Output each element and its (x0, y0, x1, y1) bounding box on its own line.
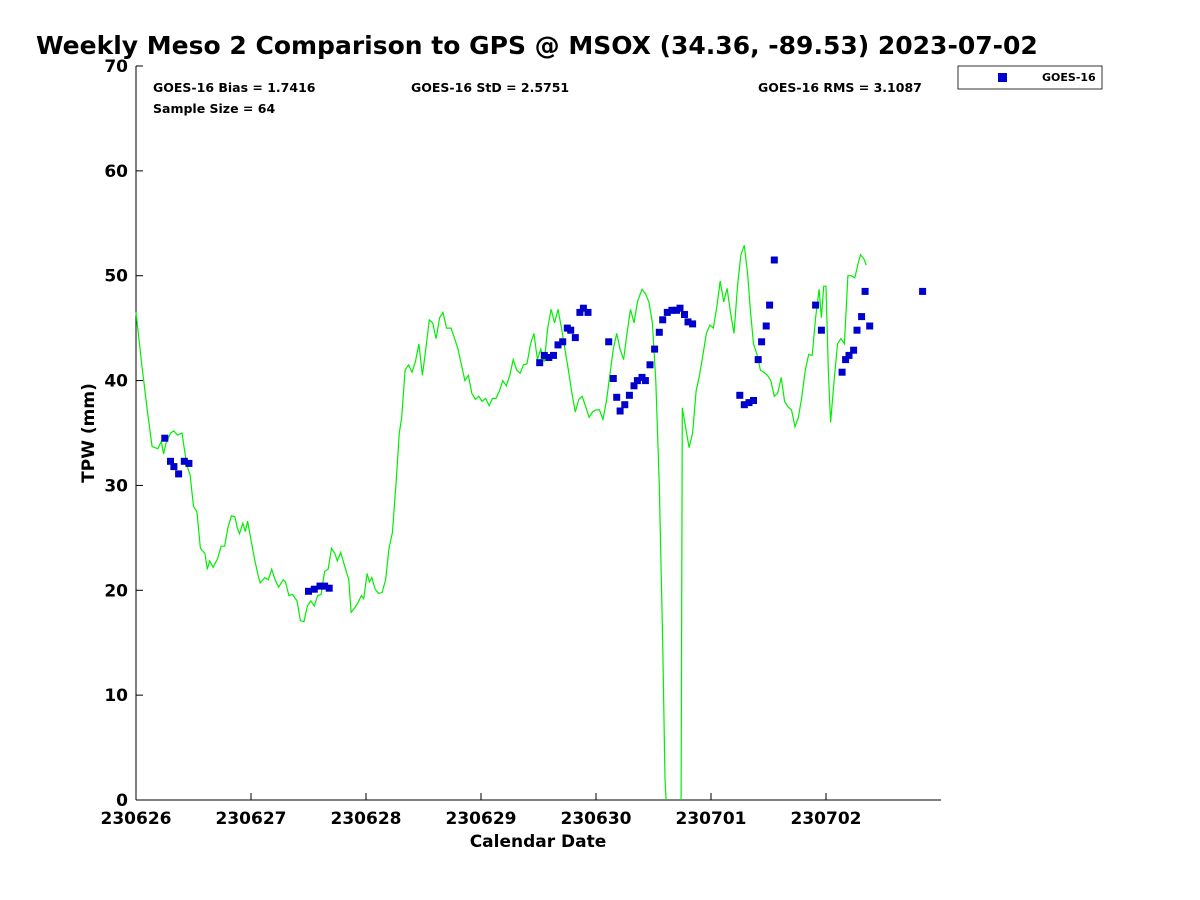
y-tick-label: 0 (116, 791, 128, 811)
goes16-data-point (845, 351, 853, 359)
goes16-data-point (567, 326, 575, 334)
y-tick-label: 10 (104, 686, 128, 706)
goes16-data-point (609, 375, 617, 382)
goes16-data-point (766, 301, 774, 309)
y-axis-label: TPW (mm) (79, 383, 99, 483)
goes16-data-point (866, 322, 874, 330)
std-stat: GOES-16 StD = 2.5751 (411, 80, 569, 95)
goes16-data-point (325, 584, 333, 592)
goes16-data-point (770, 256, 778, 264)
chart-title: Weekly Meso 2 Comparison to GPS @ MSOX (… (36, 31, 1038, 60)
goes16-data-point (858, 313, 866, 321)
goes16-data-point (185, 459, 193, 467)
goes16-data-point (571, 334, 579, 342)
y-tick-label: 50 (104, 267, 128, 287)
goes16-data-point (861, 287, 869, 295)
plot-area (135, 66, 941, 801)
goes16-data-point (740, 401, 748, 409)
goes16-data-point (321, 582, 329, 590)
y-axis-ticks: 0 10 20 30 40 50 60 70 (104, 57, 143, 811)
goes16-data-point (605, 338, 613, 346)
x-axis-ticks: 230626 230627 230628 230629 230630 230701 2307… (101, 793, 862, 829)
goes16-data-point (853, 326, 861, 334)
x-tick-label: 230629 (446, 809, 517, 829)
goes16-data-point (842, 356, 850, 364)
goes16-data-point (762, 322, 770, 330)
goes16-data-point (646, 361, 654, 369)
goes16-data-point (545, 354, 553, 361)
goes16-data-point (750, 397, 757, 404)
x-tick-label: 230626 (101, 809, 172, 829)
goes16-data-point (554, 341, 562, 349)
goes16-data-point (305, 587, 312, 595)
goes16-data-point (663, 308, 671, 316)
goes16-data-point (630, 382, 638, 390)
goes16-data-point (758, 338, 766, 346)
goes16-data-point (736, 391, 744, 399)
goes16-data-point (641, 377, 649, 385)
y-tick-label: 70 (104, 57, 128, 77)
goes16-data-point (579, 304, 587, 312)
goes16-data-point (625, 391, 633, 399)
legend-marker-goes16 (998, 73, 1007, 82)
goes16-data-point (633, 377, 641, 385)
goes16-data-point (175, 470, 183, 478)
goes16-data-point (536, 359, 544, 367)
goes16-data-point (559, 338, 567, 346)
goes16-data-point (540, 351, 548, 359)
goes16-data-point (161, 434, 169, 442)
goes16-data-point (684, 318, 692, 326)
goes16-data-point (613, 393, 621, 401)
y-tick-label: 60 (104, 162, 128, 182)
goes16-data-point (310, 585, 318, 593)
x-tick-label: 230628 (331, 809, 402, 829)
series-layer (135, 245, 927, 801)
goes16-data-point (616, 407, 624, 415)
legend-label-goes16: GOES-16 (1042, 71, 1096, 84)
goes16-data-point (659, 316, 667, 324)
y-tick-label: 40 (104, 372, 128, 392)
goes16-data-point (812, 301, 820, 309)
goes16-data-point (817, 326, 825, 334)
x-tick-label: 230702 (791, 809, 862, 829)
goes16-data-point (170, 463, 178, 471)
goes16-data-point (621, 401, 629, 409)
sample-size-stat: Sample Size = 64 (153, 101, 275, 116)
goes16-data-point (180, 457, 188, 465)
rms-stat: GOES-16 RMS = 3.1087 (758, 80, 922, 95)
x-tick-label: 230627 (216, 809, 287, 829)
goes16-data-point (689, 320, 697, 328)
legend: GOES-16 (957, 65, 1103, 90)
goes16-data-point (850, 346, 858, 354)
goes16-data-point (167, 457, 174, 465)
goes16-data-point (745, 399, 753, 407)
goes16-data-point (838, 368, 846, 376)
goes16-data-point (668, 306, 676, 314)
gps-series-line (680, 245, 867, 801)
gps-series-line (135, 288, 667, 801)
bias-stat: GOES-16 Bias = 1.7416 (153, 80, 316, 95)
goes16-data-point (655, 328, 663, 336)
x-tick-label: 230630 (561, 809, 632, 829)
goes16-data-point (576, 308, 584, 316)
y-tick-label: 20 (104, 581, 128, 601)
x-axis-label: Calendar Date (470, 832, 607, 852)
goes16-data-point (681, 311, 688, 318)
goes16-data-point (651, 345, 659, 353)
goes16-data-point (316, 582, 324, 590)
goes16-data-point (754, 356, 762, 364)
goes16-data-point (919, 287, 927, 295)
y-tick-label: 30 (104, 476, 128, 496)
goes16-data-point (584, 308, 592, 316)
goes16-data-point (550, 351, 557, 359)
goes16-data-point (676, 304, 684, 312)
x-tick-label: 230701 (676, 809, 747, 829)
legend-box (957, 65, 1103, 90)
